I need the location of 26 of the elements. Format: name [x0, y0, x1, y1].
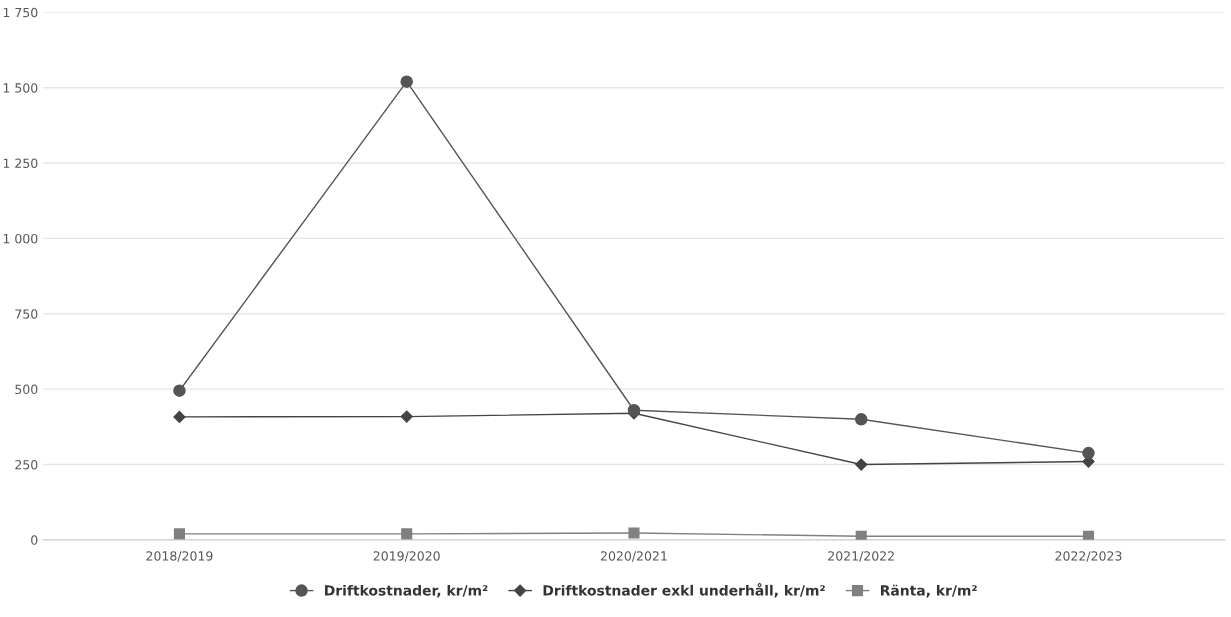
- y-tick-label: 250: [15, 459, 38, 470]
- y-tick-label: 1 000: [3, 233, 38, 244]
- legend-label: Driftkostnader exkl underhåll, kr/m²: [543, 583, 825, 598]
- y-tick-label: 500: [15, 384, 38, 395]
- point: [854, 413, 868, 426]
- point: [1082, 446, 1095, 460]
- legend-label: Ränta, kr/m²: [881, 584, 977, 598]
- point: [400, 75, 413, 88]
- point: [855, 458, 868, 471]
- legend-label: Driftkostnader, kr/m²: [325, 584, 488, 598]
- y-tick-label: 1 500: [3, 83, 38, 93]
- point: [400, 410, 413, 423]
- x-tick-label: 2022/2023: [1055, 551, 1122, 562]
- y-tick-label: 750: [15, 309, 38, 319]
- x-tick-label: 2020/2021: [600, 551, 667, 562]
- point: [173, 384, 186, 397]
- point: [628, 527, 640, 539]
- y-tick-label: 1 750: [3, 7, 38, 18]
- x-tick-label: 2018/2019: [146, 551, 213, 562]
- point: [401, 528, 413, 540]
- y-tick-label: 1 250: [3, 158, 38, 168]
- x-tick-label: 2019/2020: [373, 551, 440, 562]
- x-tick-label: 2021/2022: [828, 551, 894, 562]
- y-tick-label: 0: [31, 535, 38, 545]
- point: [173, 410, 186, 423]
- point: [173, 528, 185, 540]
